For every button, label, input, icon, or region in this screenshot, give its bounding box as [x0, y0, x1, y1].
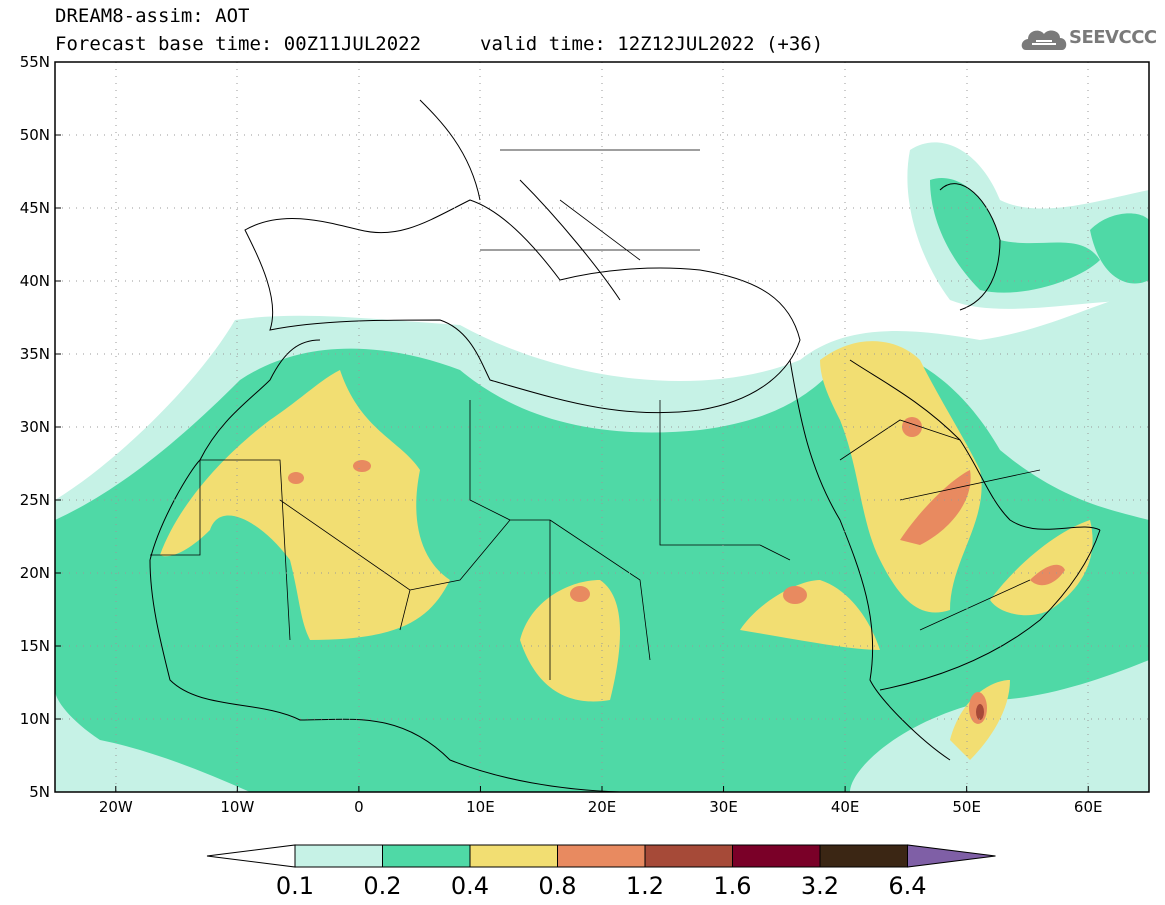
latitude-ticks: 55N 50N 45N 40N 35N 30N 25N 20N 15N 10N 5N	[20, 53, 61, 801]
lat-label: 15N	[20, 637, 50, 655]
lon-label: 0	[354, 798, 364, 816]
lon-label: 10E	[466, 798, 495, 816]
lat-label: 25N	[20, 491, 50, 509]
valid-time: valid time: 12Z12JUL2022 (+36)	[480, 33, 824, 55]
aot-field	[55, 62, 1149, 792]
colorbar-box	[382, 844, 471, 868]
lat-label: 55N	[20, 53, 50, 71]
aot-map: 55N 50N 45N 40N 35N 30N 25N 20N 15N 10N 5N 20W 10W 0…	[20, 53, 1150, 816]
colorbar-label: 1.2	[626, 872, 664, 900]
colorbar-label: 3.2	[801, 872, 839, 900]
aot-contour-0.4	[520, 580, 620, 702]
aot-contour-1.2	[976, 704, 984, 720]
aot-contour-0.2	[930, 178, 1100, 293]
colorbar-box	[644, 844, 733, 868]
aot-contour-0.4	[990, 520, 1093, 616]
lon-label: 30E	[709, 798, 738, 816]
aot-contour-0.4	[740, 580, 880, 650]
colorbar-label: 0.2	[363, 872, 401, 900]
colorbar-high-arrow	[907, 844, 996, 868]
colorbar-label: 6.4	[888, 872, 926, 900]
colorbar-box	[819, 844, 908, 868]
colorbar-label: 1.6	[713, 872, 751, 900]
aot-contour-0.8	[353, 460, 371, 472]
forecast-base-time: Forecast base time: 00Z11JUL2022	[55, 33, 422, 55]
lon-label: 10W	[220, 798, 254, 816]
colorbar-box	[732, 844, 821, 868]
colorbar-label: 0.4	[451, 872, 489, 900]
borders	[150, 149, 1041, 680]
lat-label: 50N	[20, 126, 50, 144]
logo-text: SEEVCCC	[1069, 27, 1157, 48]
colorbar: 0.1 0.2 0.4 0.8 1.2 1.6 3.2 6.4	[206, 844, 996, 900]
lon-label: 20W	[99, 798, 133, 816]
lon-label: 60E	[1074, 798, 1103, 816]
colorbar-low-arrow	[206, 844, 296, 868]
lat-label: 30N	[20, 418, 50, 436]
map-title: DREAM8-assim: AOT	[55, 5, 250, 27]
aot-contour-0.8	[570, 586, 590, 602]
lat-label: 5N	[29, 783, 50, 801]
colorbar-box	[294, 844, 383, 868]
lon-label: 40E	[831, 798, 860, 816]
coastlines	[149, 99, 1101, 792]
lat-label: 20N	[20, 564, 50, 582]
colorbar-box	[557, 844, 646, 868]
aot-contour-0.8	[783, 586, 807, 604]
colorbar-box	[469, 844, 558, 868]
aot-contour-0.2	[1090, 213, 1149, 284]
colorbar-label: 0.1	[276, 872, 314, 900]
lat-label: 45N	[20, 199, 50, 217]
lon-label: 50E	[952, 798, 981, 816]
aot-contour-0.8	[288, 472, 304, 484]
colorbar-label: 0.8	[538, 872, 576, 900]
aot-contour-0.8	[1030, 564, 1065, 586]
aot-contour-0.8	[902, 417, 922, 437]
lat-label: 10N	[20, 710, 50, 728]
lon-label: 20E	[588, 798, 617, 816]
cloud-icon	[1021, 30, 1067, 50]
aot-contour-0.4	[820, 341, 982, 613]
lat-label: 40N	[20, 272, 50, 290]
graticule	[55, 62, 1149, 792]
longitude-ticks: 20W 10W 0 10E 20E 30E 40E 50E 60E	[99, 786, 1103, 816]
lat-label: 35N	[20, 345, 50, 363]
